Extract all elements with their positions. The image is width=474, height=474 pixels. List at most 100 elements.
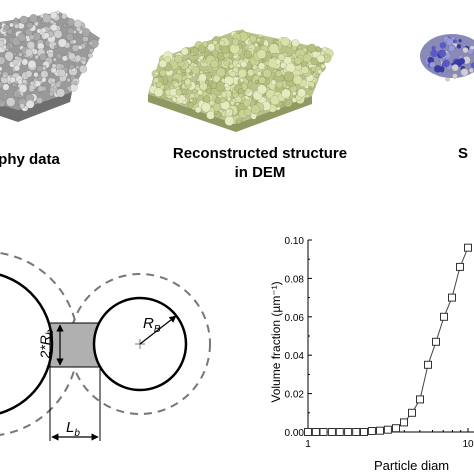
particle (50, 11, 58, 20)
data-point (456, 262, 464, 271)
x-tick-label: 1 (305, 439, 311, 450)
particle (240, 95, 246, 101)
particle (50, 24, 58, 32)
particle (66, 78, 71, 83)
particle (0, 98, 3, 103)
particle (53, 45, 58, 49)
particle (224, 116, 235, 126)
particle (445, 77, 450, 82)
particle (212, 102, 222, 112)
particle (189, 98, 194, 103)
particle (164, 63, 173, 72)
particle (210, 82, 218, 89)
particle (207, 43, 216, 52)
particle (88, 47, 95, 54)
particle (75, 65, 80, 70)
data-point (448, 293, 456, 302)
particle (237, 68, 247, 78)
particle (291, 91, 297, 96)
particle (277, 53, 285, 61)
particle (33, 72, 39, 78)
particle (3, 92, 8, 97)
particle (36, 28, 42, 34)
particle (197, 89, 203, 96)
particle (19, 15, 28, 25)
particle (248, 81, 253, 86)
radius-arrow (139, 315, 177, 345)
data-point (367, 427, 376, 435)
particle (254, 79, 259, 84)
particle (257, 84, 268, 95)
particle (36, 65, 43, 73)
particle (155, 81, 163, 88)
particle (275, 70, 282, 77)
particle (298, 45, 302, 50)
particle (250, 104, 261, 115)
particle (164, 56, 171, 63)
particle (209, 100, 216, 107)
particle (206, 110, 216, 120)
particle (220, 91, 228, 98)
data-point (376, 426, 384, 435)
particle (252, 64, 258, 71)
particle (53, 29, 63, 39)
particle (34, 80, 42, 87)
particle (81, 28, 91, 37)
particle (185, 89, 190, 94)
particle (285, 62, 296, 73)
particle (445, 38, 454, 46)
particle (13, 90, 21, 98)
x-axis-label: Particle diam (374, 458, 449, 473)
particle (439, 68, 445, 73)
simulation-image (420, 34, 474, 82)
particle (199, 82, 208, 91)
particle (235, 102, 240, 107)
particle (73, 19, 83, 28)
particle (198, 73, 207, 82)
data-point (392, 424, 400, 433)
particle (5, 44, 11, 49)
particle (239, 77, 245, 83)
particle (39, 53, 47, 61)
particle (312, 78, 317, 84)
particle (462, 46, 469, 54)
particle (256, 37, 261, 43)
particle (441, 62, 446, 67)
particle (220, 45, 230, 54)
particle (2, 73, 7, 78)
particle (48, 68, 52, 72)
particle (223, 82, 230, 89)
particle (51, 63, 57, 69)
particle (458, 57, 466, 65)
particle (324, 54, 328, 59)
particle (191, 66, 201, 75)
particle (212, 74, 221, 83)
particle (22, 78, 28, 84)
particle (18, 84, 28, 93)
particle (247, 69, 255, 77)
particle (25, 48, 34, 57)
particle (452, 73, 458, 79)
particle (27, 82, 31, 87)
height-label: 2*Rb (37, 329, 56, 359)
particle (0, 40, 5, 48)
particle (181, 72, 186, 77)
middle-caption-line2: in DEM (234, 164, 286, 181)
particle (256, 71, 262, 77)
top-panels (0, 10, 474, 132)
particle (4, 51, 14, 61)
particle (218, 40, 225, 46)
particle (256, 49, 267, 60)
particle (41, 66, 47, 71)
radius-label: RB (143, 315, 161, 335)
particle (272, 68, 278, 74)
particle (192, 89, 197, 94)
particle (300, 65, 310, 75)
particle (3, 24, 10, 31)
data-point (304, 428, 312, 436)
particle (203, 95, 211, 103)
particle (29, 14, 38, 23)
particle (431, 45, 436, 51)
particle (18, 52, 23, 57)
particle (274, 58, 281, 65)
